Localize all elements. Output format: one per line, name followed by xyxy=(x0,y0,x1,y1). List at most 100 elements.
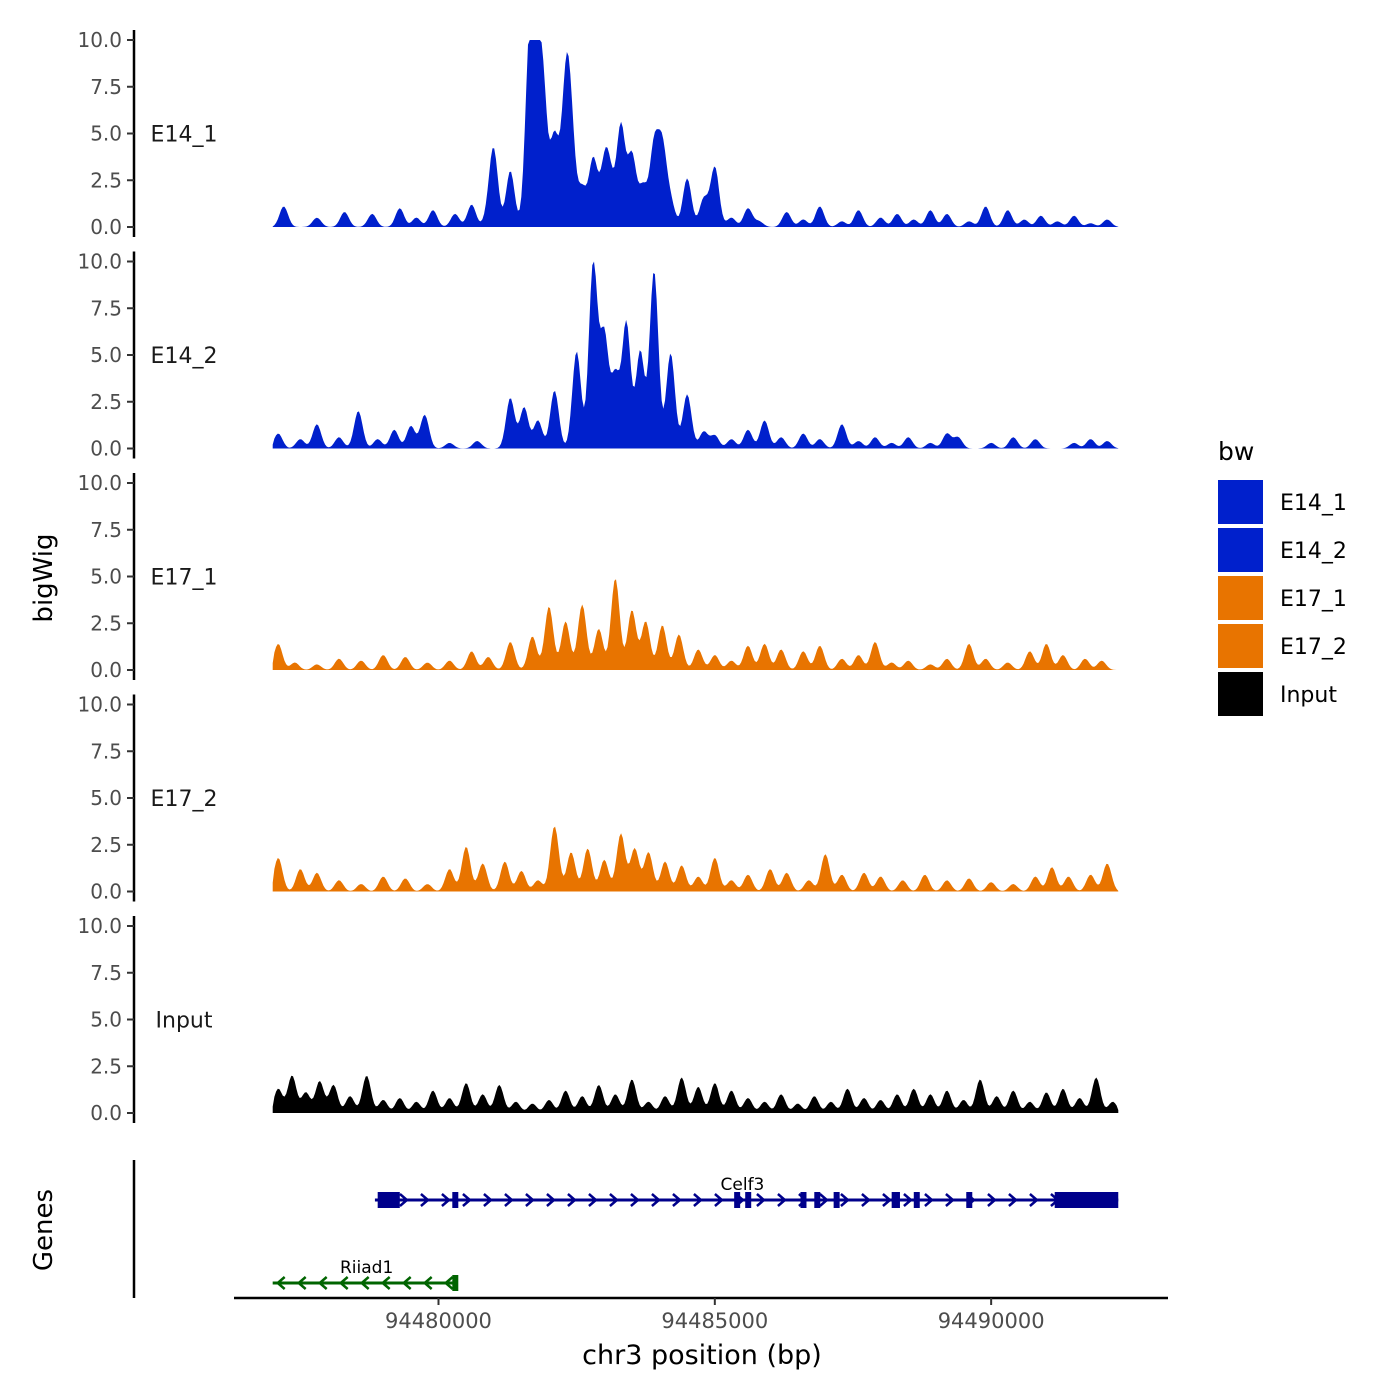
exon xyxy=(891,1192,900,1208)
y-tick-label: 5.0 xyxy=(90,122,122,146)
legend-label: Input xyxy=(1280,683,1337,708)
strand-arrow xyxy=(714,1193,724,1207)
y-tick-label: 2.5 xyxy=(90,168,122,192)
y-tick-label: 0.0 xyxy=(90,880,122,904)
exon xyxy=(377,1192,400,1208)
strand-arrow xyxy=(819,1193,829,1207)
y-tick-label: 5.0 xyxy=(90,565,122,589)
track-label: E14_2 xyxy=(151,344,218,369)
strand-arrow xyxy=(903,1193,913,1207)
x-tick-label: 94480000 xyxy=(385,1309,492,1333)
y-tick-label: 5.0 xyxy=(90,786,122,810)
strand-arrow xyxy=(777,1193,787,1207)
gene-label: Celf3 xyxy=(721,1175,765,1195)
strand-arrow xyxy=(317,1276,328,1290)
y-tick-label: 7.5 xyxy=(90,296,122,320)
y-tick-label: 10.0 xyxy=(77,250,122,274)
exon xyxy=(814,1192,821,1208)
strand-arrow xyxy=(441,1193,451,1207)
strand-arrow xyxy=(380,1276,391,1290)
y-tick-label: 2.5 xyxy=(90,390,122,414)
legend-title: bw xyxy=(1218,437,1254,466)
track-E17_2: 0.0 2.5 5.0 7.5 10.0 E17_2 xyxy=(77,693,1119,904)
y-tick-label: 7.5 xyxy=(90,739,122,763)
track-label: Input xyxy=(156,1009,213,1034)
strand-arrow xyxy=(987,1193,997,1207)
strand-arrow xyxy=(651,1193,661,1207)
signal-tracks: 0.0 2.5 5.0 7.5 10.0 E14_1 0.0 2.5 5.0 7.5 10.0 E14… xyxy=(77,28,1119,1125)
strand-arrow xyxy=(359,1276,370,1290)
y-tick-label: 2.5 xyxy=(90,611,122,635)
signal-area-E14_2 xyxy=(272,261,1119,449)
signal-area-E14_1 xyxy=(272,40,1119,227)
strand-arrow xyxy=(525,1193,535,1207)
gene-Celf3: Celf3 xyxy=(374,1175,1119,1208)
signal-area-E17_2 xyxy=(272,826,1119,892)
x-axis: 94480000 94485000 94490000 xyxy=(234,1296,1168,1333)
legend-label: E17_2 xyxy=(1280,635,1347,660)
x-tick-label: 94490000 xyxy=(938,1309,1045,1333)
legend-label: E14_2 xyxy=(1280,539,1347,564)
signal-area-E17_1 xyxy=(272,579,1119,670)
y-tick-label: 0.0 xyxy=(90,215,122,239)
strand-arrow xyxy=(672,1193,682,1207)
strand-arrow xyxy=(296,1276,307,1290)
y-tick-label: 10.0 xyxy=(77,914,122,938)
strand-arrow xyxy=(462,1193,472,1207)
y-tick-label: 10.0 xyxy=(77,28,122,52)
gene-track: Celf3 Riiad1 xyxy=(132,1160,1119,1298)
strand-arrow xyxy=(399,1193,409,1207)
track-label: E14_1 xyxy=(151,123,218,148)
strand-arrow xyxy=(275,1276,286,1290)
x-tick-label: 94485000 xyxy=(661,1309,768,1333)
y-tick-label: 10.0 xyxy=(77,693,122,717)
track-Input: 0.0 2.5 5.0 7.5 10.0 Input xyxy=(77,914,1119,1125)
strand-arrow xyxy=(630,1193,640,1207)
exon xyxy=(966,1192,973,1208)
track-E17_1: 0.0 2.5 5.0 7.5 10.0 E17_1 xyxy=(77,471,1119,682)
legend-swatch-E17_1 xyxy=(1218,576,1263,620)
strand-arrow xyxy=(588,1193,598,1207)
strand-arrow xyxy=(546,1193,556,1207)
y-tick-label: 7.5 xyxy=(90,75,122,99)
y-tick-label: 5.0 xyxy=(90,343,122,367)
legend: bw E14_1 E14_2 E17_1 E17_2 Input xyxy=(1218,437,1347,716)
y-tick-label: 2.5 xyxy=(90,833,122,857)
strand-arrow xyxy=(504,1193,514,1207)
strand-arrow xyxy=(422,1276,433,1290)
strand-arrow xyxy=(420,1193,430,1207)
exon xyxy=(452,1192,459,1208)
gene-track-title: Genes xyxy=(29,1189,59,1271)
track-E14_2: 0.0 2.5 5.0 7.5 10.0 E14_2 xyxy=(77,250,1119,461)
legend-swatch-E14_1 xyxy=(1218,480,1263,524)
legend-swatch-Input xyxy=(1218,672,1263,716)
strand-arrow xyxy=(483,1193,493,1207)
strand-arrow xyxy=(443,1276,454,1290)
strand-arrow xyxy=(924,1193,934,1207)
y-tick-label: 5.0 xyxy=(90,1008,122,1032)
x-axis-title: chr3 position (bp) xyxy=(582,1340,822,1371)
y-tick-label: 0.0 xyxy=(90,658,122,682)
strand-arrow xyxy=(693,1193,703,1207)
exon xyxy=(1054,1192,1119,1208)
strand-arrow xyxy=(609,1193,619,1207)
y-tick-label: 0.0 xyxy=(90,437,122,461)
track-E14_1: 0.0 2.5 5.0 7.5 10.0 E14_1 xyxy=(77,28,1119,239)
y-tick-label: 7.5 xyxy=(90,961,122,985)
exon xyxy=(745,1192,752,1208)
strand-arrow xyxy=(401,1276,412,1290)
strand-arrow xyxy=(1029,1193,1039,1207)
y-tick-label: 7.5 xyxy=(90,518,122,542)
gene-label: Riiad1 xyxy=(340,1258,393,1278)
strand-arrow xyxy=(882,1193,892,1207)
gene-Riiad1: Riiad1 xyxy=(272,1258,459,1291)
exon xyxy=(833,1192,840,1208)
strand-arrow xyxy=(1008,1193,1018,1207)
exon xyxy=(800,1192,807,1208)
track-label: E17_1 xyxy=(151,566,218,591)
exon xyxy=(452,1275,459,1291)
strand-arrow xyxy=(861,1193,871,1207)
signal-area-Input xyxy=(272,1075,1119,1113)
strand-arrow xyxy=(756,1193,766,1207)
